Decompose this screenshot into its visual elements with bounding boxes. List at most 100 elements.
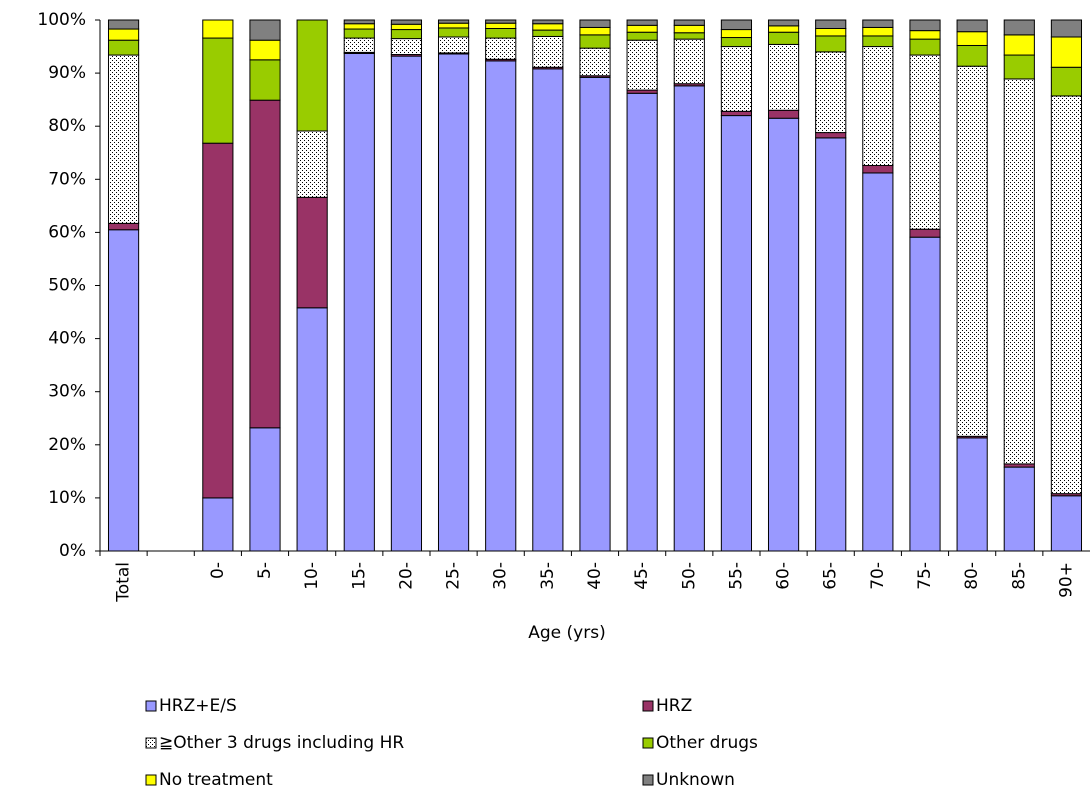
bar-segment [437,19,470,24]
bar-segment [862,19,894,28]
bar-segment [390,23,423,31]
legend-label: HRZ+E/S [159,696,237,716]
bar-segment [107,19,140,30]
bar-segment [532,68,564,552]
bar-segment [579,34,611,49]
bar-segment [626,39,658,91]
bar-segment [249,59,281,101]
bar-segment [909,228,941,238]
legend-swatch [642,700,654,712]
x-tick-label: 50- [679,562,699,590]
y-tick-label: 60% [48,222,86,242]
bar-segment [1003,54,1035,80]
legend-swatch [145,700,157,712]
bar-segment [1003,78,1035,465]
x-tick-label: 60- [774,562,794,590]
bar-segment [1003,19,1035,36]
bar-segment [202,497,234,552]
bar-segment [720,19,753,31]
bar-segment [343,37,375,53]
bar-segment [626,19,658,26]
legend-label: Unknown [656,770,735,790]
bar-segment [437,53,470,552]
bar-segment [485,60,517,552]
legend-label: ≧Other 3 drugs including HR [159,733,404,753]
x-tick-label: 20- [396,562,416,590]
bar-segment [673,85,705,552]
bar-segment [956,31,988,46]
y-tick-label: 70% [48,169,86,189]
y-tick-label: 90% [48,63,86,83]
bar-segment [437,27,470,38]
bar-segment [390,38,423,56]
bar-segment [202,19,234,39]
bar-segment [862,35,894,48]
bar-segment [767,19,800,27]
bar-segment [767,31,800,45]
bar-segment [249,39,281,61]
x-tick-label: Total [114,562,134,603]
bar-segment [485,27,517,39]
bar-segment [815,35,847,53]
bar-segment [390,19,423,25]
bar-segment [720,110,753,117]
bar-segment [673,38,705,85]
bar-segment [579,26,611,36]
x-tick-label: 5- [255,562,275,579]
bar-segment [1050,66,1083,97]
bar-segment [579,19,611,28]
x-tick-label: 35- [538,562,558,590]
bar-segment [956,19,988,33]
bar-segment [202,142,234,499]
bar-segment [909,236,941,552]
bar-segment [626,31,658,41]
bar-segment [767,25,800,33]
y-tick-label: 40% [48,329,86,349]
bar-segment [107,229,140,552]
bar-segment [862,164,894,174]
bar-segment [673,24,705,34]
bar-segment [815,19,847,29]
bar-segment [485,37,517,60]
bar-segment [296,130,328,198]
bar-segment [296,196,328,309]
bar-segment [390,55,423,552]
bar-segment [390,29,423,40]
bar-segment [720,46,753,112]
bar-segment [673,32,705,40]
bar-segment [1003,34,1035,56]
bar-segment [437,36,470,54]
bar-segment [579,47,611,77]
bar-segment [815,137,847,552]
bar-segment [1050,495,1083,552]
bar-segment [767,43,800,111]
bar-segment [343,19,375,25]
bar-segment [909,30,941,40]
bar-segment [1050,36,1083,68]
bar-segment [1050,19,1083,38]
bar-segment [1003,466,1035,552]
bar-segment [107,28,140,41]
legend-swatch [145,774,157,786]
bar-segment [202,37,234,144]
bar-segment [720,37,753,48]
x-tick-label: 75- [915,562,935,590]
bar-segment [909,54,941,230]
bar-segment [1050,95,1083,495]
bar-segment [296,307,328,552]
bar-segment [532,19,564,25]
bar-segment [815,27,847,37]
y-tick-label: 10% [48,488,86,508]
bar-segment [956,65,988,437]
y-tick-label: 50% [48,276,86,296]
legend-label: Other drugs [656,733,758,753]
bar-segment [532,29,564,37]
x-tick-label: 45- [632,562,652,590]
x-tick-label: 65- [821,562,841,590]
bar-segment [720,115,753,552]
x-tick-label: 85- [1009,562,1029,590]
bar-segment [343,23,375,30]
bar-segment [673,19,705,26]
legend-label: HRZ [656,696,692,716]
